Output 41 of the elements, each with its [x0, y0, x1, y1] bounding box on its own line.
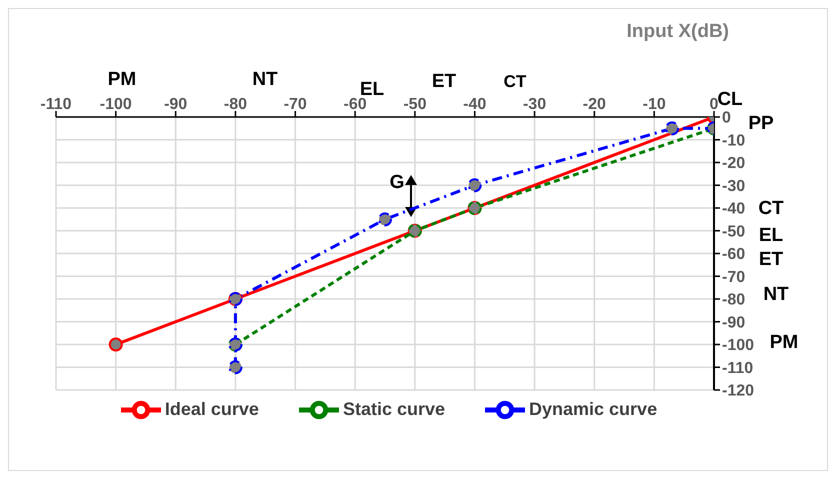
x-tick-label: -70 [284, 96, 307, 113]
y-tick-label: -100 [722, 337, 754, 354]
x-tick-label: -100 [100, 96, 132, 113]
x-tick-label: 0 [710, 96, 719, 113]
y-tick-label: -50 [722, 223, 746, 240]
text: ET [758, 249, 784, 270]
y-tick-label: -90 [722, 314, 746, 332]
y-tick-label: -80 [722, 292, 746, 309]
x-tick-label: -40 [463, 96, 486, 113]
text: NT [763, 284, 790, 305]
text: EL [758, 225, 784, 246]
text: NT [252, 69, 278, 90]
x-tick-label: -50 [403, 96, 427, 113]
x-tick-label: -20 [582, 96, 606, 113]
legend-label: Ideal curve [164, 398, 259, 419]
legend-label: Dynamic curve [529, 398, 658, 419]
text: PP [748, 113, 774, 134]
x-tick-label: -10 [642, 96, 666, 113]
x-tick-label: -30 [522, 96, 546, 113]
text: ET [432, 71, 457, 92]
y-tick-label: -110 [722, 360, 754, 377]
text: PM [108, 69, 136, 90]
y-tick-label: -60 [722, 246, 746, 264]
y-tick-label: -120 [722, 382, 754, 400]
text: PM [770, 332, 798, 353]
x-tick-label: -60 [344, 96, 367, 113]
text: CT [504, 72, 527, 91]
x-axis-title: Input X(dB) [626, 21, 729, 42]
annotation: G [390, 172, 404, 193]
y-tick-label: -30 [722, 178, 746, 195]
x-tick-label: -80 [224, 96, 248, 113]
y-tick-label: 0 [722, 110, 731, 127]
y-tick-label: -20 [722, 155, 746, 172]
y-tick-label: -40 [722, 200, 746, 218]
y-tick-label: -10 [722, 132, 746, 150]
legend-label: Static curve [342, 398, 446, 419]
text: CL [717, 89, 744, 110]
x-tick-label: -90 [164, 96, 188, 113]
y-tick-label: -70 [722, 268, 746, 286]
text: CT [758, 198, 784, 219]
x-tick-label: -110 [40, 96, 72, 113]
